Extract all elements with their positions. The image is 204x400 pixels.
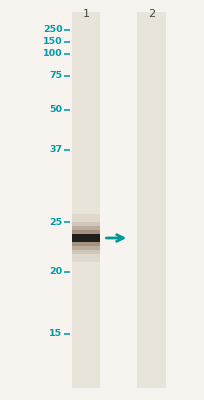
Text: 15: 15: [49, 330, 62, 338]
Bar: [137, 12, 165, 388]
Text: 250: 250: [43, 26, 62, 34]
Bar: [71, 234, 100, 242]
Bar: [71, 226, 100, 250]
Text: 37: 37: [49, 146, 62, 154]
Text: 100: 100: [43, 50, 62, 58]
Text: 150: 150: [43, 38, 62, 46]
Bar: [71, 214, 100, 262]
Bar: [71, 230, 100, 246]
Bar: [71, 12, 100, 388]
Text: 2: 2: [147, 9, 154, 19]
Text: 25: 25: [49, 218, 62, 226]
Text: 75: 75: [49, 72, 62, 80]
Text: 20: 20: [49, 268, 62, 276]
Text: 50: 50: [49, 106, 62, 114]
Bar: [71, 222, 100, 254]
Text: 1: 1: [82, 9, 89, 19]
